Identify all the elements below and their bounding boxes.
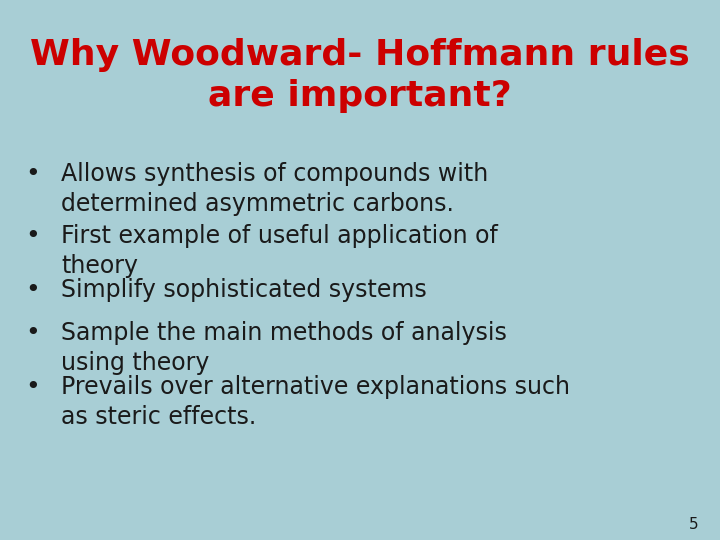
Text: •: • xyxy=(25,278,40,302)
Text: 5: 5 xyxy=(689,517,698,532)
Text: •: • xyxy=(25,375,40,399)
Text: Allows synthesis of compounds with
determined asymmetric carbons.: Allows synthesis of compounds with deter… xyxy=(61,162,488,215)
Text: Why Woodward- Hoffmann rules
are important?: Why Woodward- Hoffmann rules are importa… xyxy=(30,38,690,112)
Text: First example of useful application of
theory: First example of useful application of t… xyxy=(61,224,498,278)
Text: Sample the main methods of analysis
using theory: Sample the main methods of analysis usin… xyxy=(61,321,507,375)
Text: Simplify sophisticated systems: Simplify sophisticated systems xyxy=(61,278,427,302)
Text: •: • xyxy=(25,321,40,345)
Text: •: • xyxy=(25,162,40,186)
Text: Prevails over alternative explanations such
as steric effects.: Prevails over alternative explanations s… xyxy=(61,375,570,429)
Text: •: • xyxy=(25,224,40,248)
